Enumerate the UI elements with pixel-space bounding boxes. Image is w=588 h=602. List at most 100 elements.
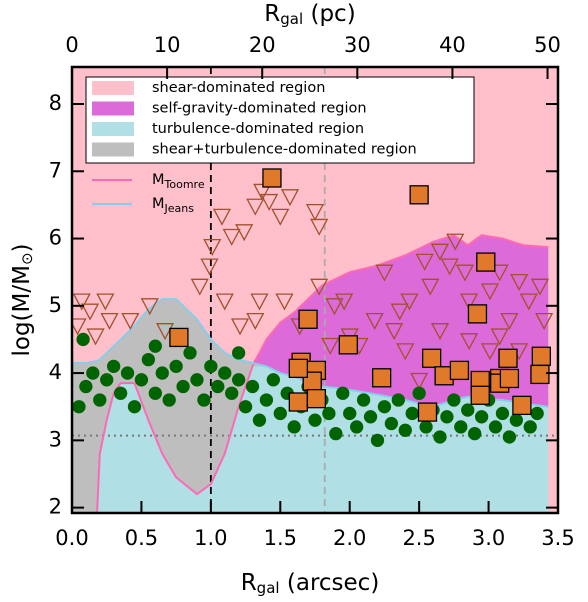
circle-point <box>148 386 162 400</box>
circle-point <box>336 386 350 400</box>
x2-axis-label: Rgal (pc) <box>264 1 355 28</box>
triangle-point <box>200 258 219 276</box>
triangle-point <box>310 278 329 296</box>
x2-tick-label: 0 <box>65 33 78 57</box>
circle-point <box>252 413 267 427</box>
square-point <box>530 364 550 385</box>
triangle-point <box>410 372 429 390</box>
triangle-point <box>375 264 394 282</box>
circle-point <box>176 379 190 394</box>
circle-point <box>183 346 197 360</box>
square-point <box>512 395 532 416</box>
triangle-point <box>253 183 272 201</box>
circle-point <box>523 420 537 434</box>
x2-tick-label: 50 <box>534 33 561 57</box>
triangle-point <box>215 293 234 311</box>
circle-point <box>502 430 517 444</box>
triangle-point <box>519 293 538 311</box>
x-tick-label: 0.0 <box>55 526 88 550</box>
triangle-point <box>460 333 479 351</box>
circle-point <box>419 420 433 434</box>
x2-label-part: R <box>264 1 280 27</box>
circle-point <box>405 406 419 421</box>
triangle-point <box>365 312 384 330</box>
circle-point <box>350 420 364 434</box>
legend-sub: Toomre <box>164 178 205 191</box>
circle-point <box>308 413 322 427</box>
triangle-point <box>310 218 329 236</box>
triangle-point <box>275 293 294 311</box>
triangle-point <box>246 312 265 330</box>
x-tick-label: 2.5 <box>402 526 435 550</box>
square-point <box>288 358 308 379</box>
circle-point <box>113 386 128 400</box>
square-point <box>169 327 189 348</box>
x-label-part: (arcsec) <box>280 570 380 596</box>
legend-sub: Jeans <box>164 202 195 215</box>
x2-label-sub: gal <box>280 10 303 28</box>
triangle-point <box>335 293 354 311</box>
circle-point <box>454 420 468 434</box>
triangle-point <box>415 253 434 271</box>
triangle-point <box>260 193 279 211</box>
circle-point <box>363 410 378 424</box>
circle-point <box>211 379 225 394</box>
circle-point <box>120 366 135 380</box>
circle-point <box>287 420 301 434</box>
circle-point <box>218 366 232 380</box>
square-point <box>499 368 520 389</box>
x-tick-label: 2.0 <box>333 526 366 550</box>
triangle-point <box>121 312 140 330</box>
circle-point <box>433 430 447 444</box>
y-tick-label: 5 <box>49 293 62 317</box>
circle-point <box>76 332 90 347</box>
triangle-point <box>400 293 419 311</box>
square-point <box>417 402 438 422</box>
circle-point <box>509 413 523 427</box>
circle-point <box>162 393 176 407</box>
triangle-point <box>490 328 509 346</box>
legend-box <box>85 76 475 164</box>
square-point <box>531 346 551 366</box>
triangle-point <box>86 328 105 346</box>
legend-name: M <box>152 172 165 188</box>
axes: 0.0 0.5 1.0 1.5 2.0 2.5 3.0 3.5 0 10 20 30 40 50 2 3 4 5 6… <box>49 33 575 550</box>
triangle-point <box>490 264 509 282</box>
x2-tick-label: 20 <box>249 33 276 57</box>
legend-label: MJeans <box>152 196 194 215</box>
circle-point <box>488 420 503 434</box>
x-tick-label: 3.5 <box>541 526 574 550</box>
circle-point <box>127 400 142 414</box>
square-point <box>372 368 392 388</box>
line-series <box>96 234 549 513</box>
circle-point <box>440 410 454 424</box>
triangle-point <box>230 318 250 336</box>
x-tick-label: 3.0 <box>472 526 505 550</box>
y-axis-label: log(M/M⊙) <box>9 243 36 356</box>
y-tick-label: 4 <box>49 360 62 384</box>
circle-point <box>231 373 246 387</box>
square-point <box>262 168 282 188</box>
circle-point <box>107 359 121 374</box>
circle-point <box>370 433 385 447</box>
circle-point <box>134 373 149 387</box>
x2-tick-label: 40 <box>439 33 466 57</box>
x-label-part: R <box>241 570 257 596</box>
square-point <box>476 252 496 272</box>
circle-point <box>398 423 412 437</box>
circle-point <box>141 352 156 367</box>
x-axis-label: Rgal (arcsec) <box>241 570 380 597</box>
legend-label: MToomre <box>152 172 205 191</box>
triangle-point <box>140 298 159 316</box>
triangle-point <box>80 303 100 321</box>
legend-swatch <box>92 101 134 116</box>
triangle-point <box>480 343 500 361</box>
square-point <box>470 385 490 405</box>
circle-point <box>148 339 162 353</box>
circle-point <box>197 393 211 407</box>
triangle-point <box>430 243 450 261</box>
x2-label-part: (pc) <box>303 1 356 27</box>
y-label-sub: ⊙ <box>18 252 36 265</box>
circle-point <box>343 406 357 421</box>
square-point <box>298 309 318 329</box>
